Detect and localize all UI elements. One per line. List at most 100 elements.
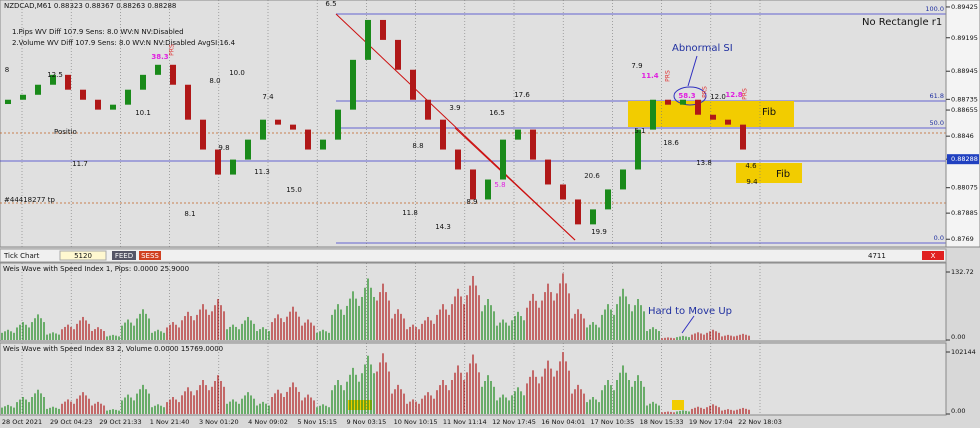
wave-bar	[211, 311, 213, 340]
wave-bar	[391, 318, 393, 340]
annotation: 20.6	[584, 172, 600, 180]
fib-label: 0.0	[934, 234, 944, 242]
wave-bar	[373, 296, 375, 340]
wave-bar	[709, 405, 711, 414]
wave-bar	[319, 405, 321, 414]
wave-bar	[484, 380, 486, 414]
wave-bar	[688, 337, 690, 340]
candle-body	[200, 119, 206, 150]
wave-bar	[583, 318, 585, 340]
wave-bar	[10, 406, 12, 414]
panel-title: Weis Wave with Speed Index 83 2, Volume …	[3, 345, 223, 353]
wave-bar	[178, 402, 180, 414]
wave-bar	[358, 381, 360, 414]
wave-bar	[64, 401, 66, 414]
annotation: 4.6	[745, 162, 757, 170]
wave-bar	[682, 410, 684, 414]
candle-body	[140, 74, 146, 90]
wave-bar	[679, 410, 681, 414]
wave-bar	[310, 322, 312, 340]
wave-bar	[706, 332, 708, 340]
wave-bar	[643, 386, 645, 414]
wave-bar	[19, 399, 21, 414]
wave-bar	[364, 287, 366, 340]
wave-bar	[532, 293, 534, 340]
x-tick-label: 16 Nov 04:01	[541, 418, 585, 426]
wave-bar	[241, 398, 243, 414]
wave-bar	[109, 335, 111, 340]
wave-bar	[388, 371, 390, 414]
candle-body	[680, 99, 686, 105]
wave-bar	[580, 313, 582, 340]
candle-body	[185, 84, 191, 120]
wave-bar	[637, 299, 639, 340]
wave-bar	[406, 329, 408, 340]
wave-bar	[523, 320, 525, 340]
wave-bar	[397, 309, 399, 340]
wave-bar	[700, 333, 702, 340]
wave-bar	[382, 353, 384, 414]
wave-bar	[112, 409, 114, 414]
wave-bar	[214, 305, 216, 340]
wave-bar	[535, 300, 537, 340]
wave-bar	[73, 403, 75, 414]
wave-bar	[595, 324, 597, 340]
wave-bar	[586, 402, 588, 414]
sess-button[interactable]	[139, 251, 161, 260]
wave-bar	[649, 403, 651, 414]
wave-bar	[16, 402, 18, 414]
wave-bar	[607, 380, 609, 414]
wave-bar	[124, 322, 126, 340]
wave-bar	[262, 401, 264, 414]
wave-bar	[475, 285, 477, 340]
wave-bar	[484, 305, 486, 340]
candle-body	[50, 74, 56, 85]
wave-bar	[43, 397, 45, 414]
wave-bar	[499, 322, 501, 340]
wave-bar	[655, 329, 657, 340]
wave-bar	[661, 412, 663, 414]
wave-bar	[274, 318, 276, 340]
wave-bar	[685, 336, 687, 340]
wave-bar	[742, 407, 744, 414]
wave-bar	[370, 287, 372, 340]
wave-bar	[637, 375, 639, 414]
wave-bar	[487, 299, 489, 340]
wave-bar	[46, 334, 48, 340]
wave-bar	[25, 324, 27, 340]
wave-bar	[205, 385, 207, 414]
wave-bar	[616, 304, 618, 340]
wave-bar	[373, 373, 375, 414]
wave-bar	[148, 393, 150, 414]
x-tick-label: 1 Nov 21:40	[150, 418, 190, 426]
annotation: PRS	[742, 88, 749, 100]
wave-bar	[151, 332, 153, 340]
wave-bar	[151, 407, 153, 414]
feed-button[interactable]	[112, 251, 136, 260]
wave-bar	[418, 329, 420, 340]
wave-bar	[295, 311, 297, 340]
wave-bar	[721, 336, 723, 340]
wave-bar	[625, 372, 627, 414]
wave-bar	[178, 327, 180, 340]
wave-bar	[544, 368, 546, 414]
wave-bar	[646, 405, 648, 414]
wave-bar	[13, 332, 15, 340]
wave-bar	[91, 331, 93, 340]
candle-body	[80, 89, 86, 100]
wave-bar	[52, 332, 54, 340]
wave-bar	[259, 403, 261, 414]
annotation: 7.4	[262, 93, 274, 101]
wave-bar	[442, 304, 444, 340]
wave-bar	[139, 389, 141, 414]
wave-bar	[691, 408, 693, 414]
wave-bar	[502, 319, 504, 340]
wave-bar	[130, 322, 132, 340]
arrow	[681, 315, 695, 334]
close-button[interactable]	[922, 251, 944, 260]
wave-bar	[313, 400, 315, 414]
wave-bar	[628, 380, 630, 414]
fib-box	[736, 163, 802, 183]
wave-bar	[679, 336, 681, 340]
wave-bar	[538, 383, 540, 414]
